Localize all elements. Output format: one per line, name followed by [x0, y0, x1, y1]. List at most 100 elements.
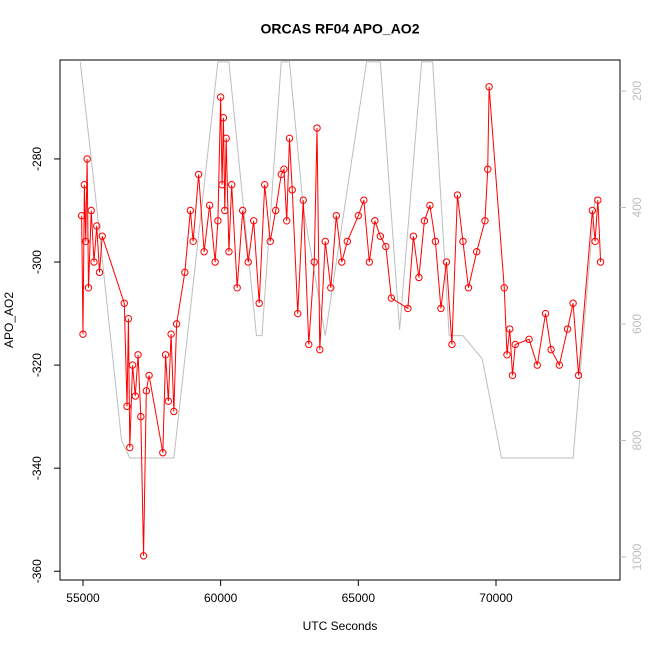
- y-tick-label: -280: [30, 147, 44, 171]
- point: [266, 237, 274, 246]
- point: [442, 258, 451, 266]
- point: [596, 258, 605, 266]
- point: [563, 325, 572, 333]
- point: [83, 155, 91, 163]
- x-tick-label: 65000: [342, 591, 376, 605]
- point: [222, 134, 230, 143]
- point: [448, 340, 456, 349]
- point: [186, 206, 195, 215]
- point: [95, 268, 104, 277]
- point: [285, 134, 294, 143]
- point: [120, 299, 128, 307]
- point: [387, 294, 396, 302]
- point: [426, 201, 434, 210]
- point: [225, 248, 233, 256]
- point: [249, 217, 258, 225]
- point: [533, 361, 541, 369]
- point: [420, 217, 429, 225]
- y-axis-label: APO_AO2: [2, 292, 16, 348]
- point: [555, 361, 564, 369]
- point: [272, 206, 280, 215]
- point: [313, 124, 321, 132]
- point: [145, 371, 153, 380]
- point: [90, 258, 98, 266]
- point: [128, 361, 137, 369]
- x-axis-label: UTC Seconds: [303, 619, 378, 633]
- point: [221, 206, 229, 215]
- point: [316, 345, 324, 354]
- y-tick-label: -360: [30, 559, 44, 583]
- y-tick-label: -340: [30, 456, 44, 480]
- point: [332, 211, 340, 220]
- y2-tick-label: 200: [630, 81, 644, 101]
- point: [244, 258, 252, 266]
- y2-tick-label: 600: [630, 314, 644, 334]
- point: [473, 248, 481, 256]
- point: [84, 284, 93, 292]
- point: [588, 206, 597, 215]
- point: [200, 248, 208, 256]
- point: [382, 242, 390, 251]
- point: [139, 552, 148, 560]
- point: [194, 170, 203, 179]
- point: [98, 232, 106, 240]
- point: [283, 217, 291, 225]
- point: [172, 320, 181, 328]
- point: [82, 237, 90, 246]
- point: [218, 181, 226, 189]
- point: [79, 330, 87, 338]
- point: [464, 284, 473, 292]
- point: [159, 449, 167, 457]
- y-tick-label: -320: [30, 353, 44, 377]
- point: [255, 299, 263, 307]
- series-line: [79, 61, 596, 459]
- point: [164, 397, 173, 405]
- point: [80, 181, 89, 189]
- point: [233, 284, 241, 292]
- point: [261, 181, 269, 189]
- point: [205, 201, 214, 210]
- point: [87, 206, 95, 215]
- point: [131, 392, 140, 400]
- point: [541, 309, 550, 318]
- point: [77, 211, 86, 220]
- point: [503, 351, 511, 359]
- point: [547, 345, 555, 354]
- point: [376, 232, 385, 240]
- point: [142, 387, 151, 395]
- point: [310, 258, 318, 266]
- point: [485, 83, 493, 91]
- point: [508, 371, 517, 380]
- point: [299, 196, 307, 204]
- point: [305, 340, 313, 349]
- point: [594, 196, 602, 204]
- point: [459, 237, 467, 246]
- point: [216, 93, 225, 101]
- point: [280, 165, 288, 173]
- point: [126, 443, 134, 452]
- y2-tick-label: 1000: [630, 543, 644, 570]
- point: [93, 222, 101, 230]
- point: [484, 165, 492, 173]
- point: [365, 258, 374, 266]
- point: [511, 340, 519, 349]
- point: [371, 217, 379, 225]
- point: [591, 237, 599, 246]
- point: [321, 237, 329, 246]
- point: [161, 351, 170, 359]
- point: [227, 181, 236, 189]
- series-line: [81, 86, 602, 556]
- point: [181, 268, 189, 277]
- y-tick-label: -300: [30, 250, 44, 274]
- point: [453, 191, 462, 199]
- point: [481, 217, 489, 225]
- point: [219, 114, 228, 122]
- point: [211, 258, 219, 266]
- point: [238, 206, 247, 215]
- point: [338, 258, 346, 266]
- x-tick-label: 60000: [204, 591, 238, 605]
- y2-tick-label: 400: [630, 197, 644, 217]
- x-tick-label: 55000: [66, 591, 100, 605]
- point: [569, 299, 577, 307]
